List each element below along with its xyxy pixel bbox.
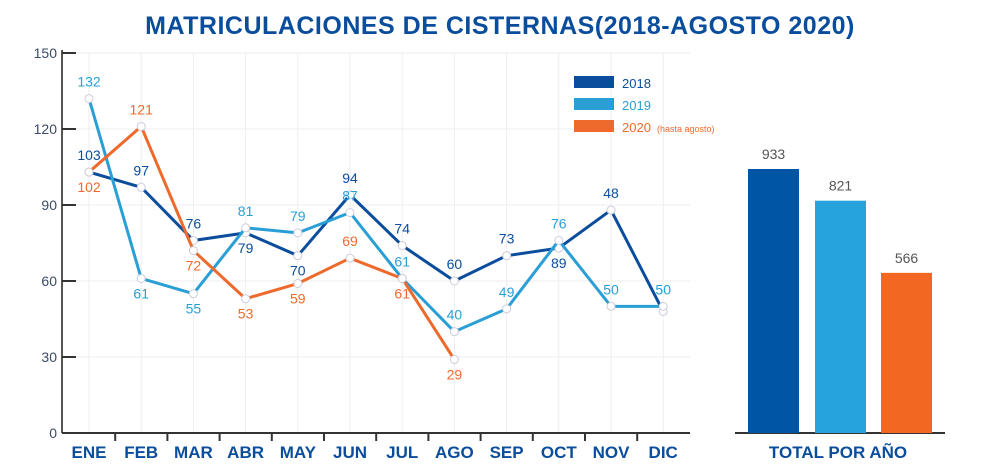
bar-x-label: TOTAL POR AÑO bbox=[769, 442, 907, 462]
x-tick-label: MAR bbox=[174, 443, 213, 462]
bar-2018 bbox=[748, 169, 799, 433]
data-label-2019: 50 bbox=[655, 281, 671, 297]
series-line-2019 bbox=[87, 98, 664, 334]
data-label-2018: 48 bbox=[603, 185, 619, 201]
data-point-2019 bbox=[554, 235, 564, 245]
x-tick-label: FEB bbox=[124, 443, 158, 462]
data-label-2020: 29 bbox=[447, 367, 463, 383]
data-point-2019 bbox=[606, 301, 616, 311]
data-point-2018 bbox=[397, 241, 407, 251]
x-tick-label: JUL bbox=[386, 443, 418, 462]
data-point-2018 bbox=[345, 190, 355, 200]
data-point-2018 bbox=[606, 205, 616, 215]
data-label-2018: 74 bbox=[394, 221, 410, 237]
chart-title: MATRICULACIONES DE CISTERNAS(2018-AGOSTO… bbox=[145, 12, 855, 40]
data-label-2020: 61 bbox=[394, 285, 410, 301]
data-label-2020: 121 bbox=[130, 101, 154, 117]
series-line-2020 bbox=[88, 124, 456, 361]
data-point-2018 bbox=[502, 251, 512, 261]
data-label-2019: 61 bbox=[394, 253, 410, 269]
data-point-2020 bbox=[293, 279, 303, 289]
data-point-2019 bbox=[293, 228, 303, 238]
data-point-2019 bbox=[136, 273, 146, 283]
data-point-2019 bbox=[449, 327, 459, 337]
data-label-2019: 132 bbox=[77, 74, 101, 90]
x-tick-label: NOV bbox=[593, 443, 631, 462]
data-point-2020 bbox=[345, 253, 355, 263]
data-point-2020 bbox=[397, 273, 407, 283]
x-tick-label: AGO bbox=[435, 443, 474, 462]
x-tick-label: OCT bbox=[541, 443, 578, 462]
data-point-2020 bbox=[241, 294, 251, 304]
data-point-2019 bbox=[502, 304, 512, 314]
legend-label-2018: 2018 bbox=[622, 76, 651, 91]
data-point-2018 bbox=[449, 276, 459, 286]
data-point-2019 bbox=[241, 223, 251, 233]
data-label-2018: 103 bbox=[77, 147, 101, 163]
series-line-2018 bbox=[88, 170, 665, 313]
data-label-2018: 89 bbox=[551, 255, 567, 271]
data-point-2020 bbox=[136, 121, 146, 131]
y-tick-label: 150 bbox=[34, 45, 58, 61]
legend-label-2019: 2019 bbox=[622, 98, 651, 113]
x-tick-label: DIC bbox=[649, 443, 678, 462]
data-label-2019: 79 bbox=[290, 208, 306, 224]
data-label-2020: 102 bbox=[77, 179, 101, 195]
data-point-2019 bbox=[345, 208, 355, 218]
data-label-2020: 53 bbox=[238, 306, 254, 322]
data-label-2019: 76 bbox=[551, 215, 567, 231]
bar-2019 bbox=[815, 200, 866, 433]
x-tick-label: ENE bbox=[72, 443, 107, 462]
data-label-2018: 97 bbox=[133, 162, 149, 178]
data-label-2019: 49 bbox=[499, 284, 515, 300]
data-point-2019 bbox=[188, 289, 198, 299]
data-label-2018: 79 bbox=[238, 240, 254, 256]
bar-value-label: 566 bbox=[895, 250, 919, 266]
x-tick-label: ABR bbox=[227, 443, 264, 462]
data-point-2019 bbox=[658, 301, 668, 311]
data-label-2018: 60 bbox=[447, 256, 463, 272]
data-label-2019: 50 bbox=[603, 281, 619, 297]
data-label-2019: 81 bbox=[238, 203, 254, 219]
data-label-2018: 76 bbox=[186, 215, 202, 231]
data-point-2018 bbox=[293, 251, 303, 261]
legend-label-2020: 2020 bbox=[622, 120, 651, 135]
y-tick-label: 90 bbox=[41, 197, 57, 213]
data-label-2019: 55 bbox=[186, 301, 202, 317]
data-point-2018 bbox=[136, 182, 146, 192]
data-point-2019 bbox=[84, 94, 94, 104]
data-point-2020 bbox=[449, 355, 459, 365]
y-tick-label: 30 bbox=[41, 349, 57, 365]
legend-swatch-2020 bbox=[574, 120, 614, 132]
data-label-2018: 73 bbox=[499, 231, 515, 247]
data-label-2019: 40 bbox=[447, 307, 463, 323]
data-point-2020 bbox=[84, 167, 94, 177]
data-label-2019: 87 bbox=[342, 188, 358, 204]
x-tick-label: JUN bbox=[333, 443, 367, 462]
data-label-2019: 61 bbox=[133, 285, 149, 301]
legend-note-2020: (hasta agosto) bbox=[657, 124, 715, 134]
bar-value-label: 933 bbox=[762, 146, 786, 162]
data-label-2020: 69 bbox=[342, 233, 358, 249]
x-tick-label: SEP bbox=[490, 443, 524, 462]
data-label-2018: 70 bbox=[290, 263, 306, 279]
y-tick-label: 0 bbox=[49, 425, 57, 441]
legend-swatch-2019 bbox=[574, 98, 614, 110]
data-label-2018: 94 bbox=[342, 170, 358, 186]
data-label-2020: 59 bbox=[290, 291, 306, 307]
y-tick-label: 120 bbox=[34, 121, 58, 137]
data-point-2020 bbox=[188, 246, 198, 256]
bar-value-label: 821 bbox=[829, 178, 853, 194]
data-label-2020: 72 bbox=[186, 258, 202, 274]
x-tick-label: MAY bbox=[280, 443, 317, 462]
legend-swatch-2018 bbox=[574, 76, 614, 88]
bar-2020 bbox=[881, 272, 932, 433]
y-tick-label: 60 bbox=[41, 273, 57, 289]
